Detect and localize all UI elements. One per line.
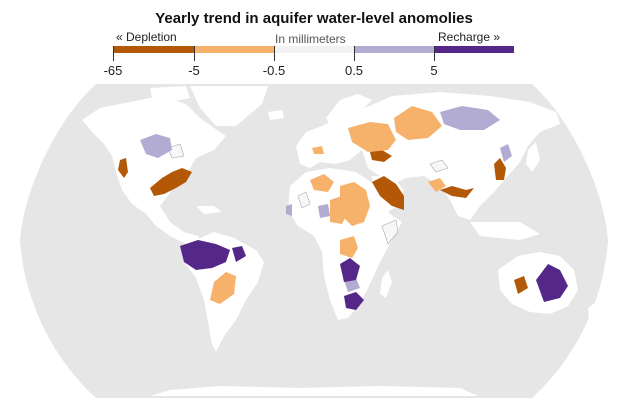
aquifer-west-australia — [514, 276, 528, 294]
aquifer-canada-north — [167, 143, 185, 159]
aquifer-great-artesian — [536, 264, 568, 302]
legend-bin-moderate-depletion — [194, 46, 274, 53]
aquifer-south-africa — [344, 292, 364, 310]
legend-tick — [434, 46, 435, 61]
aquifer-high-plains — [150, 168, 192, 196]
aquifer-angola — [340, 236, 358, 258]
legend-tick — [274, 46, 275, 61]
aquifer-west-africa-coastal — [286, 204, 292, 216]
aquifer-indus-ganges — [440, 186, 474, 198]
legend-tick — [354, 46, 355, 61]
aquifer-west-africa — [297, 191, 311, 209]
aquifer-central-siberia — [440, 106, 500, 130]
land-indonesia — [470, 222, 540, 240]
aquifer-amazon — [180, 240, 230, 270]
aquifer-arabia — [372, 176, 404, 210]
land-north-america — [82, 96, 226, 244]
legend-right-label: Recharge » — [438, 30, 501, 44]
legend-tick-label: 0.5 — [344, 63, 364, 78]
aquifer-north-africa-1 — [310, 174, 334, 192]
aquifer-caspian — [429, 159, 449, 173]
aquifer-ukraine — [370, 150, 392, 162]
land-japan — [526, 142, 540, 172]
legend-tick-label: -5 — [188, 63, 200, 78]
land-iceland — [268, 110, 284, 120]
aquifer-zambezi — [340, 258, 360, 282]
aquifer-central-asia — [428, 178, 446, 192]
legend-bin-strong-recharge — [434, 46, 514, 53]
aquifer-regions — [118, 106, 568, 310]
aquifer-ne-brazil — [232, 246, 246, 262]
aquifer-horn-africa — [381, 219, 399, 245]
legend-tick-label: 5 — [430, 63, 438, 78]
legend-bin-moderate-recharge — [354, 46, 434, 53]
aquifer-sahel — [330, 196, 348, 224]
legend-center-label: In millimeters — [275, 32, 346, 46]
aquifer-chad — [318, 204, 330, 218]
land-madagascar — [380, 270, 392, 298]
land-new-zealand — [588, 302, 598, 330]
map-title: Yearly trend in aquifer water-level anom… — [155, 10, 473, 27]
land-arctic-islands — [150, 86, 190, 102]
land-greenland — [190, 86, 268, 126]
aquifer-russian-platform — [348, 122, 396, 152]
aquifer-guarani — [210, 272, 236, 304]
aquifer-north-africa-2 — [340, 182, 370, 226]
aquifer-west-siberia — [394, 106, 442, 140]
legend-bin-neutral — [274, 46, 354, 53]
aquifer-canadian-prairies — [140, 134, 172, 158]
legend-tick-label: -0.5 — [262, 63, 286, 78]
aquifer-manchuria — [500, 144, 512, 162]
legend-tick — [194, 46, 195, 61]
land-scandinavia — [326, 94, 372, 128]
legend-left-label: « Depletion — [116, 30, 177, 44]
aquifer-california — [118, 158, 128, 178]
legend-tick — [113, 46, 114, 61]
aquifer-france — [312, 146, 324, 154]
aquifer-kalahari — [344, 278, 360, 292]
land-antarctica — [150, 386, 478, 396]
legend-tick-label: -65 — [103, 63, 123, 78]
aquifer-north-china — [494, 158, 506, 180]
land-caribbean — [196, 206, 222, 214]
legend-bin-strong-depletion — [113, 46, 194, 53]
